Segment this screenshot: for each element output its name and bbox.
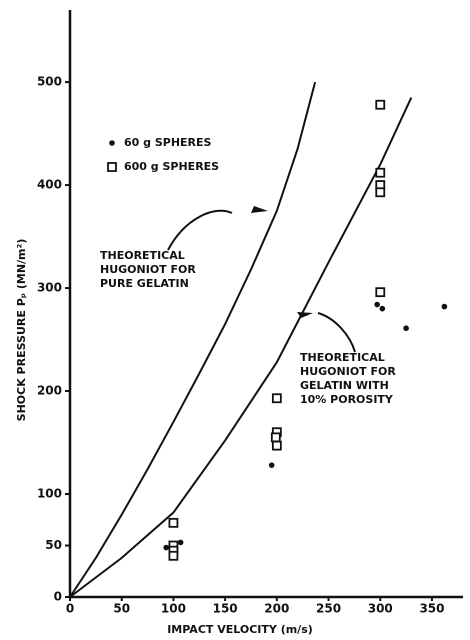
- point: [374, 301, 380, 308]
- legend-label: 60 g SPHERES: [124, 136, 212, 149]
- x-tick-label: 300: [368, 602, 393, 616]
- point: [375, 287, 386, 298]
- arrow-head: [251, 206, 268, 213]
- point: [163, 544, 169, 551]
- y-tick-label: 100: [37, 487, 62, 501]
- point: [375, 187, 386, 198]
- x-tick-label: 200: [264, 602, 289, 616]
- x-tick-label: 350: [419, 602, 444, 616]
- hugoniot-curve: [69, 81, 317, 598]
- point: [375, 167, 386, 178]
- point: [403, 325, 409, 332]
- x-axis-label: IMPACT VELOCITY (m/s): [167, 623, 313, 636]
- annotation: HUGONIOT FOR: [100, 263, 196, 276]
- y-axis-label: SHOCK PRESSURE Pₚ (MN/m²): [15, 239, 28, 422]
- point: [168, 550, 179, 561]
- x-tick-label: 150: [213, 602, 238, 616]
- x-tick-label: 0: [66, 602, 74, 616]
- annotation: THEORETICAL: [100, 249, 185, 262]
- x-tick-label: 100: [161, 602, 186, 616]
- y-tick-label: 300: [37, 281, 62, 295]
- annotation: 10% POROSITY: [300, 393, 394, 406]
- point: [168, 517, 179, 528]
- x-tick-label: 50: [113, 602, 130, 616]
- point: [270, 432, 281, 443]
- annotation: GELATIN WITH: [300, 379, 389, 392]
- point: [268, 462, 275, 468]
- point: [441, 303, 448, 310]
- legend-label: 600 g SPHERES: [124, 160, 219, 173]
- annotation: PURE GELATIN: [100, 277, 189, 290]
- point: [177, 539, 184, 546]
- annotation: HUGONIOT FOR: [300, 365, 396, 378]
- legend-marker: [109, 140, 115, 146]
- hugoniot-curve: [69, 97, 413, 598]
- annotation-arrow: [167, 209, 233, 251]
- legend-marker: [107, 162, 117, 172]
- y-tick-label: 400: [37, 178, 62, 192]
- y-tick-label: 500: [37, 75, 62, 89]
- y-tick-label: 50: [45, 538, 62, 552]
- annotation-arrow: [317, 312, 356, 353]
- y-tick-label: 200: [37, 384, 62, 398]
- y-tick-label: 0: [54, 590, 62, 604]
- point: [379, 305, 386, 312]
- annotation: THEORETICAL: [300, 351, 385, 364]
- x-tick-label: 250: [316, 602, 341, 616]
- point: [271, 440, 282, 451]
- point: [375, 99, 386, 110]
- point: [271, 393, 282, 404]
